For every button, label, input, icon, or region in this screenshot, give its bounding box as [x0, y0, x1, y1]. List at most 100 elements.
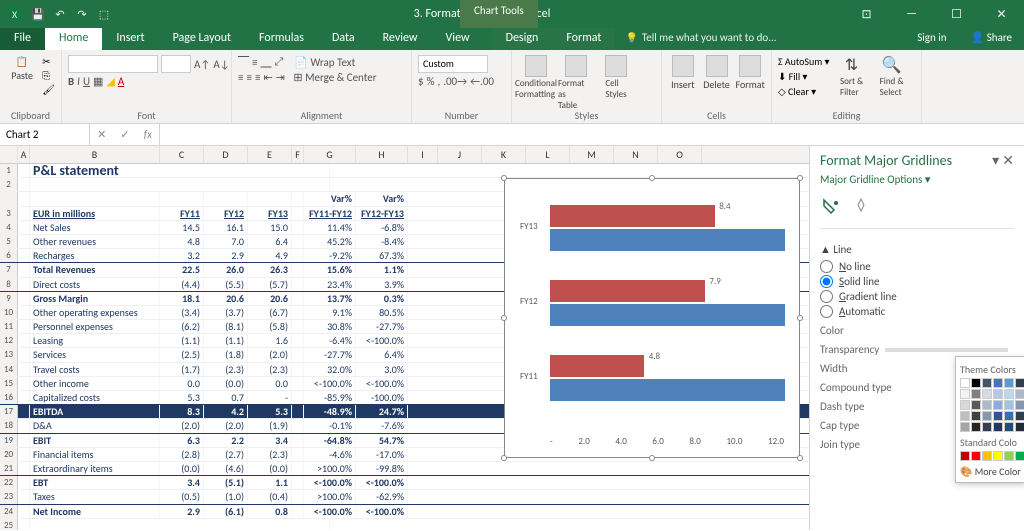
- row-header[interactable]: 3: [0, 207, 18, 220]
- color-swatch[interactable]: [993, 451, 1003, 461]
- fill-line-tab-icon[interactable]: [820, 196, 842, 218]
- cell[interactable]: -: [248, 391, 292, 404]
- cell[interactable]: [292, 348, 304, 361]
- fill-button[interactable]: ⬇ Fill ▾: [778, 70, 830, 83]
- cell[interactable]: (2.3): [248, 448, 292, 461]
- align-right-icon[interactable]: ≡: [255, 71, 260, 84]
- cell[interactable]: [292, 391, 304, 404]
- color-swatch[interactable]: [1004, 422, 1014, 432]
- align-left-icon[interactable]: ≡: [238, 71, 243, 84]
- percent-icon[interactable]: %: [427, 75, 435, 88]
- increase-font-icon[interactable]: A↑: [194, 58, 210, 71]
- cell[interactable]: 0.3%: [356, 292, 408, 305]
- align-middle-icon[interactable]: ≡: [252, 56, 257, 69]
- cell[interactable]: [292, 434, 304, 447]
- more-colors-button[interactable]: 🎨 More Color: [960, 465, 1022, 478]
- cell[interactable]: -99.8%: [356, 462, 408, 475]
- cancel-formula-icon[interactable]: ✕: [97, 128, 106, 141]
- cut-icon[interactable]: ✂: [42, 55, 55, 68]
- color-swatch[interactable]: [982, 389, 992, 399]
- cell[interactable]: 8.3: [160, 405, 204, 418]
- pane-close-icon[interactable]: ▾ ✕: [992, 152, 1014, 169]
- fill-color-icon[interactable]: ◢: [106, 75, 114, 88]
- col-header[interactable]: A: [18, 146, 30, 163]
- cell[interactable]: Taxes: [30, 490, 160, 503]
- color-swatch[interactable]: [960, 389, 970, 399]
- line-option[interactable]: Gradient line: [820, 290, 1014, 303]
- color-swatch[interactable]: [982, 400, 992, 410]
- cell[interactable]: -27.7%: [356, 320, 408, 333]
- color-swatch[interactable]: [1004, 451, 1014, 461]
- color-swatch[interactable]: [982, 411, 992, 421]
- cell[interactable]: Other income: [30, 377, 160, 390]
- cell[interactable]: [30, 519, 330, 530]
- merge-center-button[interactable]: ⊞ Merge & Center: [293, 71, 376, 84]
- cell[interactable]: (6.2): [160, 320, 204, 333]
- cell[interactable]: 3.0%: [356, 363, 408, 376]
- cell[interactable]: (0.0): [204, 377, 248, 390]
- col-header[interactable]: C: [160, 146, 204, 163]
- cell[interactable]: 26.0: [204, 263, 248, 276]
- delete-cells-button[interactable]: Delete: [702, 55, 732, 91]
- color-swatch[interactable]: [960, 451, 970, 461]
- cell[interactable]: EBIT: [30, 434, 160, 447]
- cell[interactable]: -9.2%: [304, 249, 356, 262]
- color-swatch[interactable]: [1015, 378, 1024, 388]
- align-center-icon[interactable]: ≡: [246, 71, 251, 84]
- cell[interactable]: (5.7): [248, 278, 292, 291]
- cell[interactable]: [248, 192, 292, 205]
- cell[interactable]: P&L statement: [30, 164, 330, 177]
- cell[interactable]: (2.3): [204, 363, 248, 376]
- cell[interactable]: 1.1%: [356, 263, 408, 276]
- minimize-icon[interactable]: —: [889, 0, 934, 28]
- cell[interactable]: Leasing: [30, 334, 160, 347]
- cell[interactable]: Var%: [304, 192, 356, 205]
- cell[interactable]: 3.2: [160, 249, 204, 262]
- color-swatch[interactable]: [971, 451, 981, 461]
- close-icon[interactable]: ✕: [979, 0, 1024, 28]
- cell[interactable]: 20.6: [204, 292, 248, 305]
- line-option[interactable]: Automatic: [820, 305, 1014, 318]
- cell[interactable]: 0.7: [204, 391, 248, 404]
- color-swatch[interactable]: [1004, 389, 1014, 399]
- format-as-table-button[interactable]: Format as Table: [558, 55, 594, 111]
- cell[interactable]: 23.4%: [304, 278, 356, 291]
- color-swatch[interactable]: [960, 411, 970, 421]
- chart-bar[interactable]: [550, 355, 644, 377]
- cell[interactable]: 54.7%: [356, 434, 408, 447]
- cell[interactable]: [292, 249, 304, 262]
- cell[interactable]: [30, 192, 160, 205]
- cell[interactable]: 22.5: [160, 263, 204, 276]
- col-header[interactable]: O: [658, 146, 702, 163]
- cell[interactable]: 32.0%: [304, 363, 356, 376]
- cell[interactable]: 4.8: [160, 235, 204, 248]
- col-header[interactable]: F: [292, 146, 304, 163]
- cell-styles-button[interactable]: Cell Styles: [598, 55, 634, 100]
- cell[interactable]: Net Income: [30, 505, 160, 518]
- cell[interactable]: 0.0: [248, 377, 292, 390]
- cell[interactable]: <-100.0%: [304, 505, 356, 518]
- tab-data[interactable]: Data: [318, 28, 369, 50]
- row-header[interactable]: 2: [0, 178, 18, 191]
- pane-subtitle[interactable]: Major Gridline Options ▾: [820, 173, 1014, 186]
- cell[interactable]: -48.9%: [304, 405, 356, 418]
- format-painter-icon[interactable]: 🖌: [42, 83, 55, 96]
- cell[interactable]: (2.0): [248, 348, 292, 361]
- cell[interactable]: (6.1): [204, 505, 248, 518]
- cell[interactable]: 6.4: [248, 235, 292, 248]
- cell[interactable]: (1.9): [248, 419, 292, 432]
- chart-bar[interactable]: [550, 280, 705, 302]
- cell[interactable]: Financial items: [30, 448, 160, 461]
- cell[interactable]: [292, 221, 304, 234]
- cell[interactable]: 5.3: [248, 405, 292, 418]
- color-swatch[interactable]: [971, 389, 981, 399]
- share-button[interactable]: 👤 Share: [959, 28, 1024, 50]
- cell[interactable]: 7.0: [204, 235, 248, 248]
- cell[interactable]: 45.2%: [304, 235, 356, 248]
- cell[interactable]: (1.8): [204, 348, 248, 361]
- row-header[interactable]: 23: [0, 490, 18, 503]
- cell[interactable]: [292, 405, 304, 418]
- cell[interactable]: FY11: [160, 207, 204, 220]
- cell[interactable]: (5.1): [204, 476, 248, 489]
- cell[interactable]: Total Revenues: [30, 263, 160, 276]
